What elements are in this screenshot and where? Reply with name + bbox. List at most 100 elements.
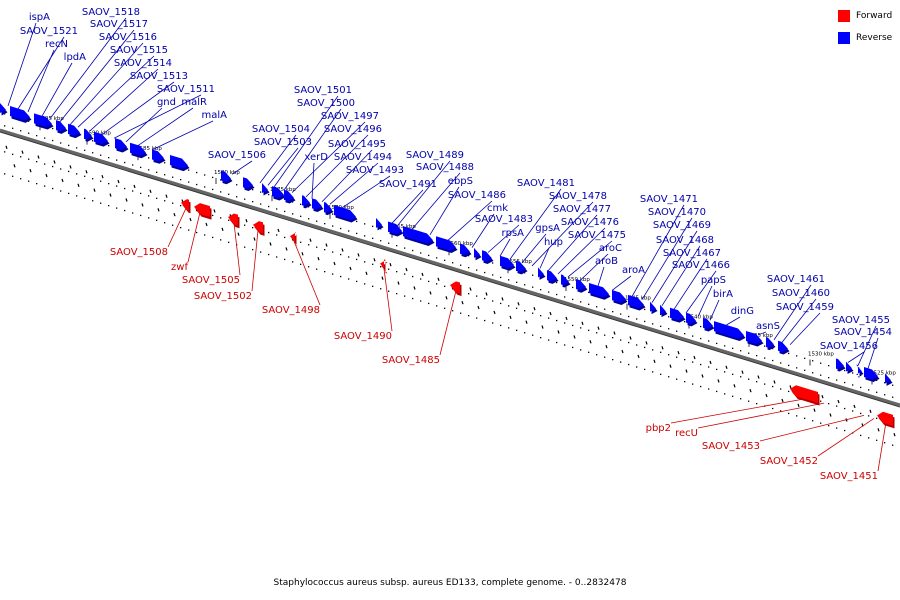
guide-dot xyxy=(668,316,670,318)
minor-tick xyxy=(789,385,792,389)
reverse-gene-label: gpsA xyxy=(535,223,560,234)
guide-dot xyxy=(612,337,614,339)
guide-dot xyxy=(164,162,166,164)
guide-dot xyxy=(868,415,870,417)
guide-dot xyxy=(644,308,646,311)
minor-tick xyxy=(645,341,648,345)
reverse-label-line xyxy=(685,270,717,314)
guide-dot xyxy=(324,249,326,251)
minor-tick xyxy=(757,375,760,379)
guide-dot xyxy=(60,168,62,170)
guide-dot xyxy=(124,161,126,164)
guide-dot xyxy=(700,363,702,366)
guide-dot xyxy=(556,319,558,322)
guide-dot xyxy=(740,376,742,378)
guide-dot xyxy=(620,361,622,363)
guide-dot xyxy=(244,246,246,248)
minor-tick xyxy=(117,179,120,184)
minor-tick xyxy=(469,287,472,291)
guide-dot xyxy=(804,369,806,371)
legend-label-reverse: Reverse xyxy=(856,32,893,43)
reverse-label-line xyxy=(521,233,547,264)
guide-dot xyxy=(492,322,494,324)
reverse-label-line xyxy=(597,266,605,287)
minor-tick xyxy=(501,297,504,301)
guide-dot xyxy=(4,113,6,115)
guide-dot xyxy=(708,340,710,342)
guide-dot xyxy=(812,372,814,374)
reverse-label-line xyxy=(789,312,821,346)
reverse-label-line xyxy=(49,17,127,119)
reverse-label-line xyxy=(447,200,493,241)
guide-dot xyxy=(764,357,766,359)
guide-dot xyxy=(596,332,598,334)
reverse-label-line xyxy=(329,162,379,205)
guide-dot xyxy=(756,381,758,383)
reverse-label-line xyxy=(283,108,342,191)
reverse-gene-label: SAOV_1493 xyxy=(346,165,404,176)
minor-tick xyxy=(717,379,720,383)
reverse-gene-arrow xyxy=(56,120,66,132)
guide-dot xyxy=(380,228,382,230)
forward-gene-arrow xyxy=(380,259,386,271)
guide-dot xyxy=(700,325,702,328)
guide-dot xyxy=(644,320,646,323)
guide-dot xyxy=(652,371,654,373)
reverse-gene-arrow xyxy=(10,106,30,121)
guide-dot xyxy=(444,259,446,261)
guide-dot xyxy=(492,262,494,264)
reverse-gene-arrow xyxy=(686,312,696,324)
guide-dot xyxy=(268,193,270,196)
guide-dot xyxy=(92,152,94,154)
guide-dot xyxy=(228,241,230,243)
guide-dot xyxy=(476,317,478,319)
guide-dot xyxy=(812,360,814,362)
guide-dot xyxy=(252,249,254,251)
guide-dot xyxy=(52,165,54,168)
forward-gene-label: SAOV_1498 xyxy=(262,305,320,316)
guide-dot xyxy=(340,227,342,230)
reverse-label-line xyxy=(273,95,339,188)
legend-label-forward: Forward xyxy=(856,10,893,21)
reverse-label-line xyxy=(499,238,511,257)
reverse-gene-label: SAOV_1518 xyxy=(82,7,140,18)
guide-dot xyxy=(84,149,86,151)
minor-tick xyxy=(69,165,72,169)
guide-dot xyxy=(340,275,342,278)
guide-dot xyxy=(300,215,302,217)
reverse-gene-arrow xyxy=(714,321,744,339)
guide-dot xyxy=(20,156,22,158)
guide-dot xyxy=(468,293,470,295)
minor-tick xyxy=(141,203,144,207)
reverse-gene-label: SAOV_1506 xyxy=(208,150,266,161)
minor-tick xyxy=(573,335,576,339)
guide-dot xyxy=(772,407,774,410)
minor-tick xyxy=(837,399,840,404)
guide-dot xyxy=(196,231,198,234)
guide-dot xyxy=(564,322,566,324)
guide-dot xyxy=(132,190,134,192)
reverse-gene-label: rpsA xyxy=(501,228,524,239)
reverse-gene-arrow xyxy=(589,282,609,298)
guide-dot xyxy=(628,363,630,366)
reverse-gene-label: SAOV_1477 xyxy=(553,204,611,215)
forward-label-line xyxy=(670,397,809,424)
guide-dot xyxy=(740,350,742,352)
reverse-label-line xyxy=(631,204,685,297)
guide-dot xyxy=(716,390,718,393)
guide-dot xyxy=(148,217,150,219)
reverse-gene-arrow xyxy=(836,358,844,370)
forward-label-line xyxy=(187,212,201,263)
reverse-label-line xyxy=(411,172,461,230)
reverse-label-line xyxy=(651,230,698,303)
forward-gene-label: SAOV_1505 xyxy=(182,275,240,286)
reverse-gene-arrow xyxy=(170,154,188,169)
reverse-gene-label: SAOV_1497 xyxy=(321,111,379,122)
guide-dot xyxy=(716,368,718,371)
guide-dot xyxy=(236,184,238,186)
reverse-gene-arrow xyxy=(864,367,878,380)
guide-dot xyxy=(748,352,750,354)
guide-dot xyxy=(92,140,94,142)
forward-label-line xyxy=(759,415,865,442)
